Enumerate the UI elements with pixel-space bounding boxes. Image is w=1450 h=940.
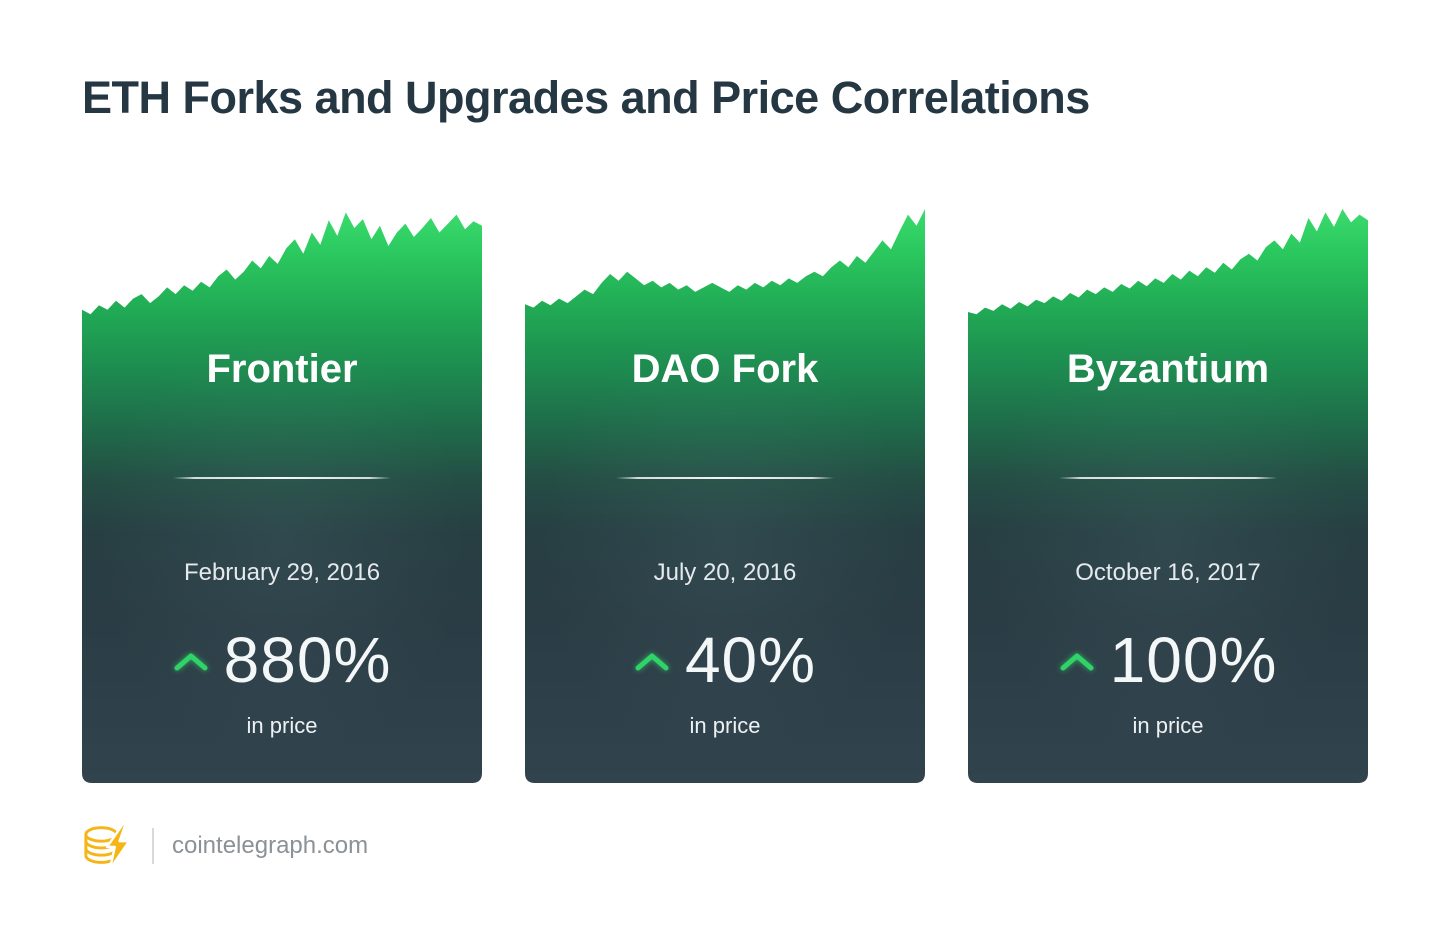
fork-date: October 16, 2017 xyxy=(1075,559,1261,586)
card-content: Frontier February 29, 2016 880% in price xyxy=(82,205,482,783)
change-percent: 880% xyxy=(223,624,392,696)
cointelegraph-logo-icon xyxy=(82,820,134,872)
fork-date: February 29, 2016 xyxy=(183,559,381,586)
change-caption: in price xyxy=(689,713,761,738)
price-change: 880% xyxy=(82,623,482,697)
change-percent: 40% xyxy=(684,624,817,696)
change-percent: 100% xyxy=(1109,624,1278,696)
site-name: cointelegraph.com xyxy=(172,832,369,859)
up-arrow-icon xyxy=(1060,653,1094,671)
change-caption: in price xyxy=(1132,713,1204,738)
divider-line xyxy=(1059,477,1277,479)
fork-card-frontier: Frontier February 29, 2016 880% in price xyxy=(82,205,482,783)
change-caption: in price xyxy=(246,713,318,738)
page-title: ETH Forks and Upgrades and Price Correla… xyxy=(82,72,1090,123)
footer-divider xyxy=(152,828,154,864)
up-arrow-icon xyxy=(635,653,669,671)
price-area-chart xyxy=(525,209,925,783)
card-content: DAO Fork July 20, 2016 40% in price xyxy=(525,205,925,783)
price-area-chart xyxy=(968,209,1368,783)
price-area-chart xyxy=(82,212,482,783)
cards-row: Frontier February 29, 2016 880% in price xyxy=(82,205,1368,783)
price-change: 100% xyxy=(968,623,1368,697)
footer: cointelegraph.com xyxy=(82,820,368,872)
up-arrow-icon xyxy=(174,653,208,671)
divider-line xyxy=(173,477,391,479)
fork-title: Frontier xyxy=(206,347,358,391)
divider-line xyxy=(616,477,834,479)
price-change: 40% xyxy=(525,623,925,697)
fork-title: Byzantium xyxy=(1066,347,1270,391)
fork-card-byzantium: Byzantium October 16, 2017 100% in price xyxy=(968,205,1368,783)
fork-title: DAO Fork xyxy=(631,347,819,391)
fork-date: July 20, 2016 xyxy=(653,559,797,586)
card-content: Byzantium October 16, 2017 100% in price xyxy=(968,205,1368,783)
fork-card-dao: DAO Fork July 20, 2016 40% in price xyxy=(525,205,925,783)
